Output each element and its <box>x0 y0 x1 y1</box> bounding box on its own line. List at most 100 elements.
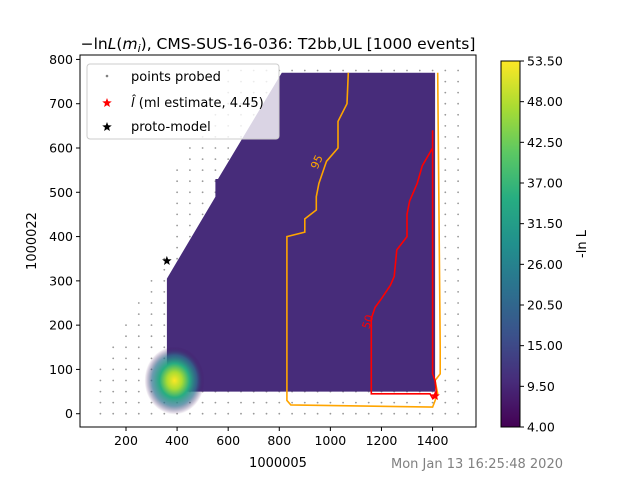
x-tick-label: 200 <box>114 433 138 448</box>
probed-point <box>303 412 306 415</box>
probed-point <box>163 412 166 415</box>
probed-point <box>252 412 255 415</box>
probed-point <box>214 412 217 415</box>
probed-point <box>444 147 447 149</box>
probed-point <box>125 412 127 415</box>
probed-point <box>137 368 140 371</box>
probed-point <box>457 268 459 271</box>
probed-point <box>444 235 447 238</box>
colorbar-label: -ln L <box>575 229 590 258</box>
probed-point <box>227 158 230 161</box>
chart-title: −lnL(mi), CMS-SUS-16-036: T2bb,UL [1000 … <box>81 35 476 55</box>
y-tick-label: 600 <box>49 141 73 156</box>
probed-point <box>137 324 140 326</box>
legend: points probed l̂ (ml estimate, 4.45) pro… <box>86 63 280 140</box>
x-tick-label: 1200 <box>366 433 398 448</box>
y-tick-label: 700 <box>49 96 73 111</box>
probed-point <box>99 401 102 404</box>
probed-point <box>444 357 447 360</box>
probed-point <box>137 390 140 393</box>
probed-point <box>176 246 179 249</box>
probed-point <box>163 291 166 293</box>
probed-point <box>457 158 459 161</box>
probed-point <box>444 202 447 205</box>
probed-point <box>137 302 140 304</box>
probed-point <box>176 180 179 183</box>
probed-point <box>240 401 242 404</box>
probed-point <box>125 357 127 360</box>
probed-point <box>444 69 447 72</box>
probed-point <box>201 401 204 404</box>
probed-point <box>189 191 191 194</box>
probed-point <box>150 302 153 304</box>
probed-point <box>457 224 459 227</box>
probed-point <box>367 401 370 404</box>
probed-point <box>201 158 204 161</box>
probed-point <box>112 368 115 371</box>
probed-point <box>137 379 140 382</box>
y-tick-label: 500 <box>49 185 73 200</box>
probed-point <box>189 158 191 161</box>
probed-point <box>444 125 447 127</box>
probed-point <box>457 69 459 72</box>
y-axis-ticks: 0 100 200 300 400 500 600 700 800 <box>49 52 80 421</box>
probed-point <box>444 268 447 271</box>
y-tick-label: 400 <box>49 229 73 244</box>
probed-point <box>291 412 293 415</box>
colorbar-tick-label: 53.50 <box>527 54 563 69</box>
probed-point <box>457 191 459 194</box>
probed-point <box>150 412 153 415</box>
probed-point <box>457 213 459 216</box>
probed-point <box>189 412 191 415</box>
probed-point <box>125 324 127 326</box>
probed-point <box>265 412 268 415</box>
probed-point <box>240 412 242 415</box>
probed-point <box>201 180 204 183</box>
probed-point <box>444 313 447 315</box>
legend-label-proto-model: proto-model <box>131 120 211 135</box>
probed-point <box>112 401 115 404</box>
probed-point <box>444 158 447 161</box>
y-axis-label: 1000022 <box>25 212 40 270</box>
legend-marker-proto-model <box>102 122 112 132</box>
probed-point <box>444 346 447 349</box>
x-tick-label: 800 <box>267 433 291 448</box>
probed-point <box>457 202 459 205</box>
probed-point <box>355 401 357 404</box>
probed-point <box>176 235 179 238</box>
proto-model-star <box>162 255 172 265</box>
x-tick-label: 600 <box>216 433 240 448</box>
probed-point <box>355 69 357 72</box>
star-markers <box>162 255 440 401</box>
legend-label-points-probed: points probed <box>131 70 221 85</box>
probed-point <box>444 324 447 326</box>
probed-point <box>176 224 179 227</box>
colorbar-ticks: 4.00 9.50 15.00 20.50 26.00 31.50 37.00 42.50 48… <box>520 54 563 435</box>
probed-point <box>329 401 332 404</box>
probed-point <box>176 202 179 205</box>
probed-point <box>444 412 447 415</box>
probed-point <box>444 246 447 249</box>
probed-point <box>457 91 459 94</box>
probed-point <box>137 357 140 360</box>
colorbar-tick-label: 31.50 <box>527 216 563 231</box>
legend-marker-points-probed <box>105 74 109 78</box>
probed-point <box>457 346 459 349</box>
colorbar-tick-label: 26.00 <box>527 257 563 272</box>
y-tick-label: 200 <box>49 318 73 333</box>
x-tick-label: 1000 <box>314 433 346 448</box>
probed-point <box>431 401 434 404</box>
probed-point <box>418 412 421 415</box>
probed-point <box>457 80 459 83</box>
probed-point <box>457 136 459 138</box>
probed-point <box>125 346 127 349</box>
probed-point <box>444 102 447 105</box>
probed-point <box>444 291 447 293</box>
timestamp: Mon Jan 13 16:25:48 2020 <box>391 457 563 472</box>
probed-point <box>431 412 434 415</box>
probed-point <box>444 113 447 116</box>
probed-point <box>137 401 140 404</box>
probed-point <box>150 324 153 326</box>
axes-frame <box>79 54 477 428</box>
probed-point <box>99 390 102 393</box>
